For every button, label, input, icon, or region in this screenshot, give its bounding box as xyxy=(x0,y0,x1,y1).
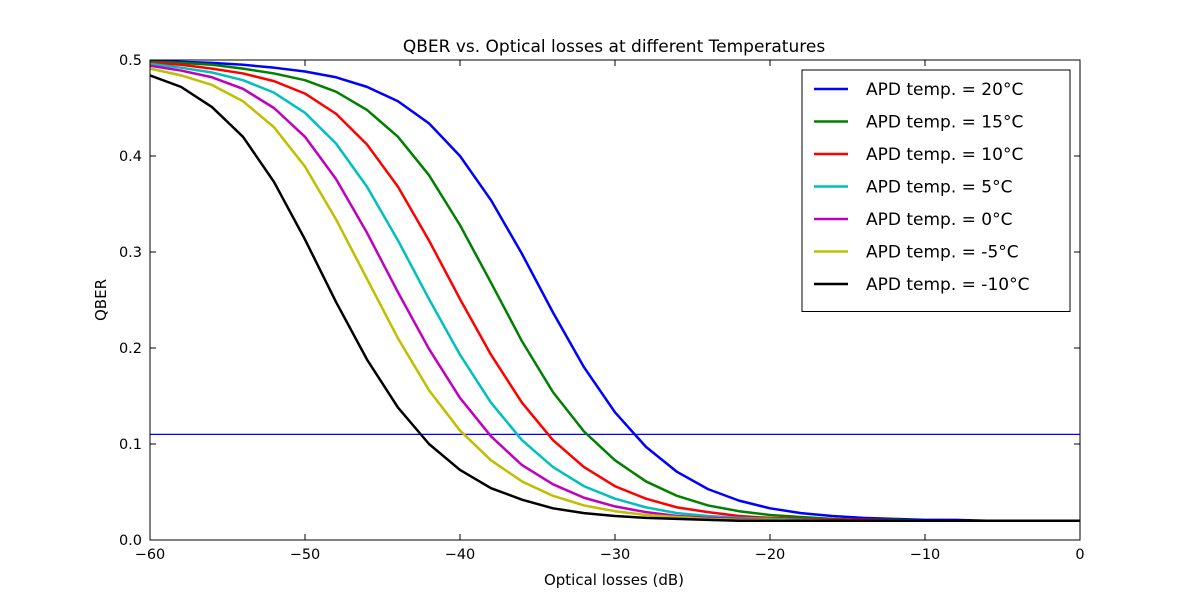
x-tick-label: −10 xyxy=(910,547,941,563)
legend-label: APD temp. = -10°C xyxy=(866,275,1029,295)
y-tick-label: 0.1 xyxy=(119,437,142,453)
y-tick-label: 0.3 xyxy=(119,245,142,261)
x-tick-label: −40 xyxy=(445,547,476,563)
axes: −60 −50 −40 −30 −20 −10 0 0.0 0.1 0.2 0.3 0.4 0.5 xyxy=(119,53,1085,563)
x-tick-label: −20 xyxy=(755,547,786,563)
series-line-6 xyxy=(150,74,1080,523)
legend-label: APD temp. = 10°C xyxy=(866,145,1023,165)
x-tick-label: −30 xyxy=(600,547,631,563)
legend-label: APD temp. = 0°C xyxy=(866,210,1013,230)
x-tick-label: −60 xyxy=(135,547,166,563)
y-tick-label: 0.4 xyxy=(119,149,142,165)
y-axis-label: QBER xyxy=(92,279,110,321)
x-tick-label: 0 xyxy=(1075,547,1084,563)
chart-title: QBER vs. Optical losses at different Tem… xyxy=(403,37,826,57)
y-tick-label: 0.0 xyxy=(119,533,142,549)
legend-label: APD temp. = 5°C xyxy=(866,178,1013,198)
legend-label: APD temp. = 20°C xyxy=(866,80,1023,100)
y-tick-label: 0.2 xyxy=(119,341,142,357)
legend: APD temp. = 20°C APD temp. = 15°C APD temp… xyxy=(801,69,1071,312)
x-tick-label: −50 xyxy=(290,547,321,563)
y-tick-label: 0.5 xyxy=(119,53,142,69)
plot-area xyxy=(150,60,1080,523)
x-axis-label: Optical losses (dB) xyxy=(544,571,684,589)
legend-label: APD temp. = 15°C xyxy=(866,113,1023,133)
legend-box xyxy=(801,69,1071,312)
legend-label: APD temp. = -5°C xyxy=(866,243,1019,263)
